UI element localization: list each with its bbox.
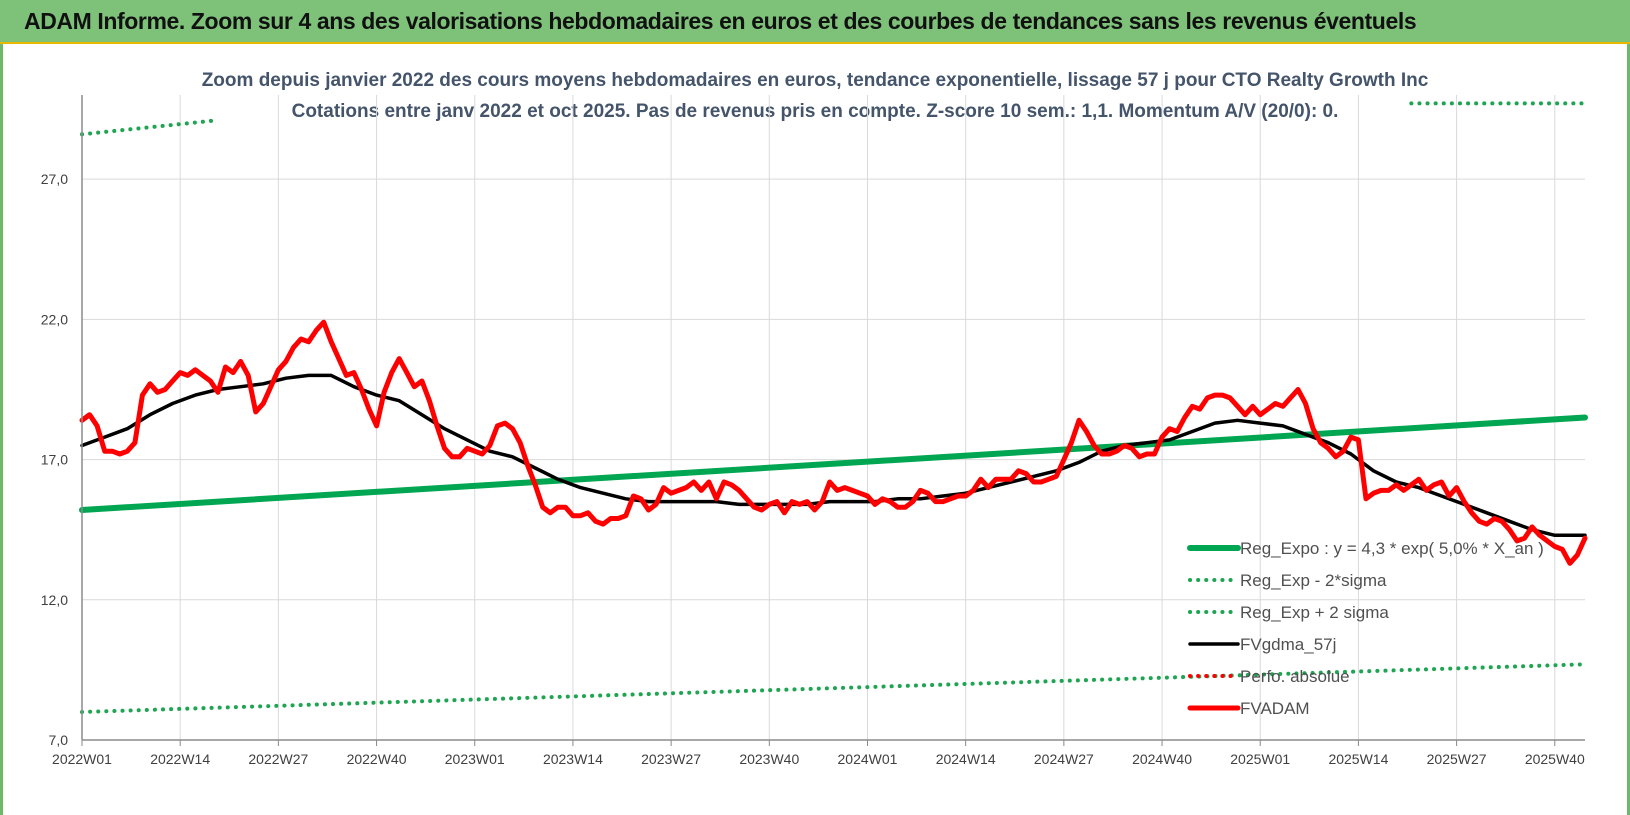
chart-title: Zoom depuis janvier 2022 des cours moyen… [202,70,1429,91]
series-line-reg-exp-minus-2sigma [80,662,1587,714]
legend-label: Perfo. absolue [1240,667,1350,686]
legend: Reg_Expo : y = 4,3 * exp( 5,0% * X_an ) R… [1187,539,1544,718]
legend-label: Reg_Exp - 2*sigma [1240,571,1387,590]
x-tick-label: 2022W27 [248,751,308,767]
x-tick-label: 2024W27 [1034,751,1094,767]
x-tick-label: 2023W27 [641,751,701,767]
x-tick-label: 2024W14 [936,751,996,767]
x-tick-label: 2023W14 [543,751,603,767]
x-tick-label: 2023W40 [739,751,799,767]
x-tick-label: 2022W40 [347,751,407,767]
series-layer [79,101,1588,714]
legend-label: Reg_Expo : y = 4,3 * exp( 5,0% * X_an ) [1240,539,1544,558]
x-tick-label: 2023W01 [445,751,505,767]
x-tick-label: 2025W01 [1230,751,1290,767]
legend-label: FVADAM [1240,699,1310,718]
x-tick-label: 2024W01 [838,751,898,767]
chart-frame [0,44,1630,815]
series-line-fvgdma-57j [80,373,1587,538]
series-line-reg-exp-plus-2sigma [80,118,220,137]
series-line-reg-expo [79,414,1588,513]
x-tick-label: 2022W14 [150,751,210,767]
axis-layer: 7,0 12,0 17,0 22,0 27,0 2022W01 2022W14 2022W27… [41,95,1585,767]
x-tick-label: 2025W40 [1525,751,1585,767]
series-line-fvadam [79,319,1588,566]
chart-subtitle: Cotations entre janv 2022 et oct 2025. P… [292,101,1339,122]
y-tick-label: 12,0 [41,592,68,608]
y-tick-label: 22,0 [41,311,68,327]
x-tick-label: 2022W01 [52,751,112,767]
report-banner: ADAM Informe. Zoom sur 4 ans des valoris… [0,0,1630,44]
grid-lines [81,95,1585,741]
x-tick-label: 2024W40 [1132,751,1192,767]
legend-label: FVgdma_57j [1240,635,1336,654]
legend-label: Reg_Exp + 2 sigma [1240,603,1389,622]
x-tick-label: 2025W14 [1328,751,1388,767]
x-tick-label: 2025W27 [1427,751,1487,767]
y-tick-label: 7,0 [49,732,69,748]
report-title: ADAM Informe. Zoom sur 4 ans des valoris… [24,8,1417,34]
y-tick-label: 27,0 [41,171,68,187]
y-tick-label: 17,0 [41,452,68,468]
